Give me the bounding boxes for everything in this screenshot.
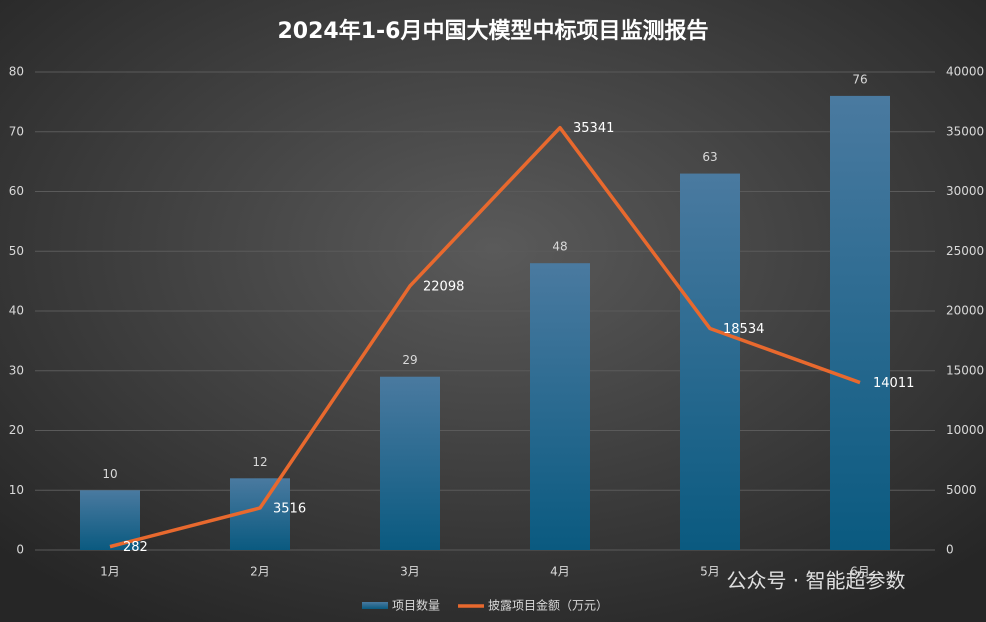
y-tick-label: 30 <box>9 363 24 377</box>
line-data-label: 282 <box>123 540 148 555</box>
x-tick-label: 6月 <box>850 565 870 579</box>
y-tick-label: 50 <box>9 244 24 258</box>
y-tick-label: 80 <box>9 65 24 79</box>
bar-data-label: 29 <box>402 353 417 367</box>
y2-tick-label: 5000 <box>946 483 977 497</box>
x-tick-label: 2月 <box>250 565 270 579</box>
y2-tick-label: 40000 <box>946 65 984 79</box>
bar-data-label: 48 <box>552 240 567 254</box>
y-tick-label: 70 <box>9 124 24 138</box>
bar <box>380 376 440 550</box>
legend-label: 披露项目金额（万元） <box>488 598 608 613</box>
line-data-label: 35341 <box>573 121 614 136</box>
y2-tick-label: 0 <box>946 543 954 557</box>
y-tick-label: 20 <box>9 423 24 437</box>
y-tick-label: 0 <box>16 543 24 557</box>
y2-tick-label: 25000 <box>946 244 984 258</box>
y2-tick-label: 20000 <box>946 304 984 318</box>
x-tick-label: 1月 <box>100 565 120 579</box>
bar <box>830 95 890 551</box>
bar-data-label: 10 <box>102 467 117 481</box>
bar-data-label: 12 <box>252 455 267 469</box>
y-tick-label: 60 <box>9 184 24 198</box>
line-data-label: 14011 <box>873 376 914 391</box>
legend-label: 项目数量 <box>392 598 440 613</box>
x-tick-label: 3月 <box>400 565 420 579</box>
y2-tick-label: 35000 <box>946 124 984 138</box>
line-data-label: 18534 <box>723 322 764 337</box>
bar-data-label: 76 <box>852 72 867 86</box>
watermark: 公众号 · 智能超参数 <box>726 569 905 593</box>
y-tick-label: 10 <box>9 483 24 497</box>
legend-swatch <box>362 602 388 609</box>
x-tick-label: 5月 <box>700 565 720 579</box>
line <box>109 125 861 549</box>
y2-tick-label: 10000 <box>946 423 984 437</box>
y2-tick-label: 30000 <box>946 184 984 198</box>
bar <box>680 173 740 550</box>
bar <box>530 263 590 550</box>
bar-data-label: 63 <box>702 150 717 164</box>
line-data-label: 3516 <box>273 501 306 516</box>
line-data-label: 22098 <box>423 279 464 294</box>
x-tick-label: 4月 <box>550 565 570 579</box>
y-tick-label: 40 <box>9 304 24 318</box>
y2-tick-label: 15000 <box>946 363 984 377</box>
chart-title: 2024年1-6月中国大模型中标项目监测报告 <box>278 18 709 44</box>
